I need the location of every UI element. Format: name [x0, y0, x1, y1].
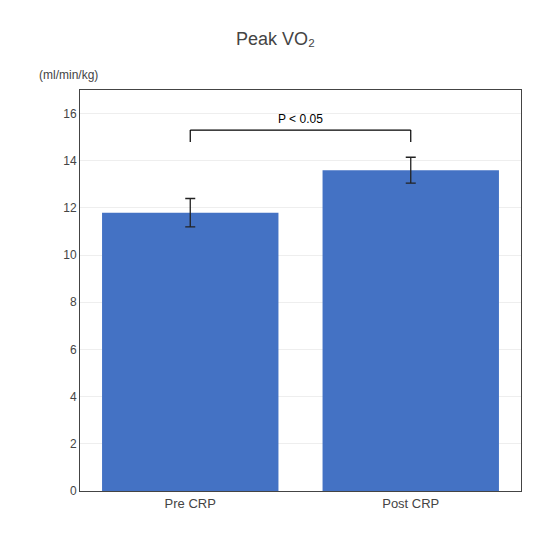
svg-text:(ml/min/kg): (ml/min/kg): [39, 68, 98, 82]
svg-text:2: 2: [70, 437, 77, 451]
svg-text:Peak VO₂: Peak VO₂: [236, 29, 315, 49]
svg-text:0: 0: [70, 484, 77, 498]
svg-text:10: 10: [63, 248, 77, 262]
svg-text:12: 12: [63, 201, 77, 215]
svg-text:14: 14: [63, 154, 77, 168]
svg-text:P < 0.05: P < 0.05: [278, 112, 323, 126]
svg-text:8: 8: [70, 295, 77, 309]
svg-text:16: 16: [63, 107, 77, 121]
svg-text:4: 4: [70, 390, 77, 404]
svg-text:6: 6: [70, 343, 77, 357]
svg-text:Post CRP: Post CRP: [382, 496, 439, 511]
svg-text:Pre CRP: Pre CRP: [165, 496, 216, 511]
